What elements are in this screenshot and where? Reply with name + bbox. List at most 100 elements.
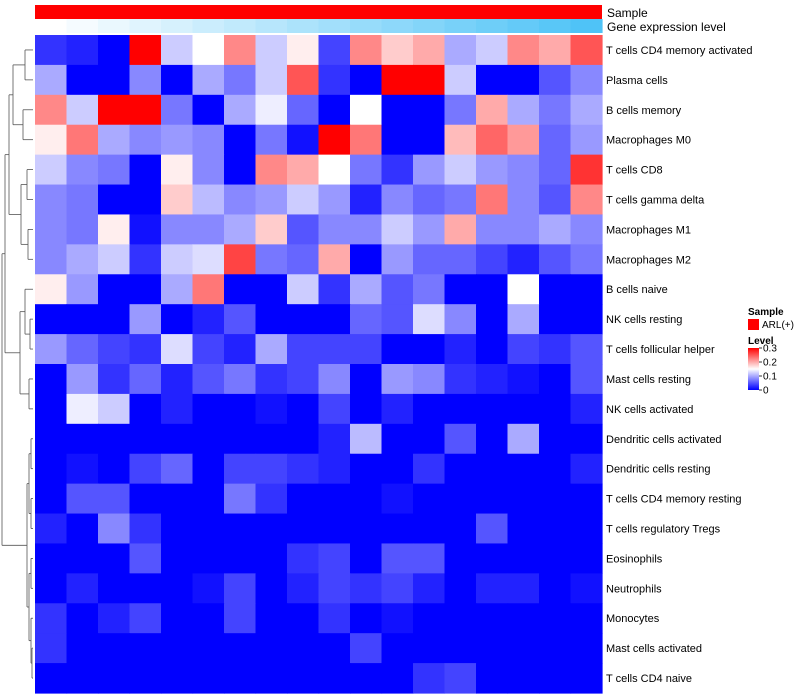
heatmap-cell <box>539 603 572 634</box>
heatmap-cell <box>161 573 194 604</box>
heatmap-cell <box>507 603 540 634</box>
heatmap-cell <box>381 364 414 395</box>
heatmap-cell <box>287 304 320 335</box>
row-label: Eosinophils <box>606 553 663 565</box>
heatmap-cell <box>476 453 509 485</box>
heatmap-cell <box>98 64 131 96</box>
heatmap-cell <box>570 214 603 245</box>
heatmap-cell <box>350 603 383 634</box>
heatmap-cell <box>413 364 446 395</box>
heatmap-cell <box>98 633 131 664</box>
heatmap-cell <box>350 304 383 335</box>
heatmap-cell <box>192 244 225 275</box>
heatmap-cell <box>255 184 288 216</box>
heatmap-cell <box>98 543 131 574</box>
heatmap-cell <box>66 393 99 425</box>
heatmap-cell <box>192 483 225 515</box>
heatmap-cell <box>98 334 131 365</box>
heatmap-cell <box>318 663 351 694</box>
heatmap-cell <box>224 124 257 156</box>
gene-expression-annotation-cell <box>161 19 194 33</box>
heatmap-cell <box>350 543 383 574</box>
heatmap-cell <box>224 184 257 216</box>
heatmap-cell <box>35 94 68 126</box>
heatmap-cell <box>98 423 131 455</box>
heatmap-cell <box>255 633 288 664</box>
legend-tick-label: 0.1 <box>763 372 777 383</box>
heatmap-cell <box>318 633 351 664</box>
heatmap-cell <box>444 244 477 275</box>
heatmap-cell <box>35 633 68 664</box>
heatmap-cell <box>381 334 414 365</box>
heatmap-cell <box>413 124 446 156</box>
heatmap-cell <box>350 513 383 545</box>
row-label: T cells gamma delta <box>606 195 705 207</box>
heatmap-cell <box>255 154 288 186</box>
heatmap-cell <box>570 124 603 156</box>
heatmap-cell <box>444 304 477 335</box>
row-label: Macrophages M0 <box>606 135 691 147</box>
heatmap-cell <box>224 304 257 335</box>
heatmap-cell <box>318 483 351 515</box>
heatmap-cell <box>350 573 383 604</box>
heatmap-cell <box>570 393 603 425</box>
heatmap-cell <box>35 423 68 455</box>
heatmap-cell <box>507 35 540 66</box>
heatmap-cell <box>381 274 414 305</box>
heatmap-cell <box>224 35 257 66</box>
heatmap-cell <box>161 513 194 545</box>
heatmap-cell <box>224 483 257 515</box>
heatmap-cell <box>476 543 509 574</box>
heatmap-cell <box>255 244 288 275</box>
heatmap-cell <box>539 573 572 604</box>
heatmap-cell <box>66 334 99 365</box>
heatmap-cell <box>539 244 572 275</box>
heatmap-cell <box>318 423 351 455</box>
heatmap-cell <box>255 543 288 574</box>
heatmap-cell <box>161 543 194 574</box>
heatmap-cell <box>539 334 572 365</box>
heatmap-cell <box>318 214 351 245</box>
heatmap-cell <box>66 274 99 305</box>
heatmap-cell <box>66 453 99 485</box>
heatmap-cell <box>318 364 351 395</box>
heatmap-cell <box>507 274 540 305</box>
heatmap-cell <box>413 423 446 455</box>
heatmap-cell <box>287 603 320 634</box>
heatmap-cell <box>66 124 99 156</box>
heatmap-cell <box>444 483 477 515</box>
heatmap-cell <box>381 35 414 66</box>
heatmap-cell <box>444 124 477 156</box>
heatmap-cell <box>287 573 320 604</box>
heatmap-cell <box>255 603 288 634</box>
heatmap-cell <box>66 364 99 395</box>
heatmap-cell <box>129 184 162 216</box>
legend: Sample ARL(+) Level 0.3 0.2 0.1 0 <box>748 307 794 397</box>
heatmap-cell <box>570 603 603 634</box>
heatmap-cell <box>507 543 540 574</box>
heatmap-cell <box>507 513 540 545</box>
heatmap-cell <box>129 64 162 96</box>
heatmap-cell <box>570 64 603 96</box>
heatmap-cell <box>476 124 509 156</box>
heatmap-cell <box>255 124 288 156</box>
heatmap-cell <box>413 603 446 634</box>
heatmap-cell <box>444 364 477 395</box>
heatmap-cell <box>224 393 257 425</box>
heatmap-cell <box>413 543 446 574</box>
gene-expression-annotation-cell <box>224 19 257 33</box>
heatmap-cell <box>255 663 288 694</box>
row-label: T cells CD4 memory activated <box>606 45 753 57</box>
heatmap-cell <box>476 274 509 305</box>
heatmap-cell <box>224 423 257 455</box>
heatmap-cell <box>35 124 68 156</box>
heatmap-cell <box>192 334 225 365</box>
heatmap-cell <box>350 633 383 664</box>
row-label: T cells follicular helper <box>606 344 715 356</box>
heatmap-cell <box>66 663 99 694</box>
heatmap-cell <box>318 184 351 216</box>
heatmap-cell <box>98 483 131 515</box>
heatmap-cell <box>413 244 446 275</box>
heatmap-cell <box>255 423 288 455</box>
heatmap-cell <box>381 154 414 186</box>
